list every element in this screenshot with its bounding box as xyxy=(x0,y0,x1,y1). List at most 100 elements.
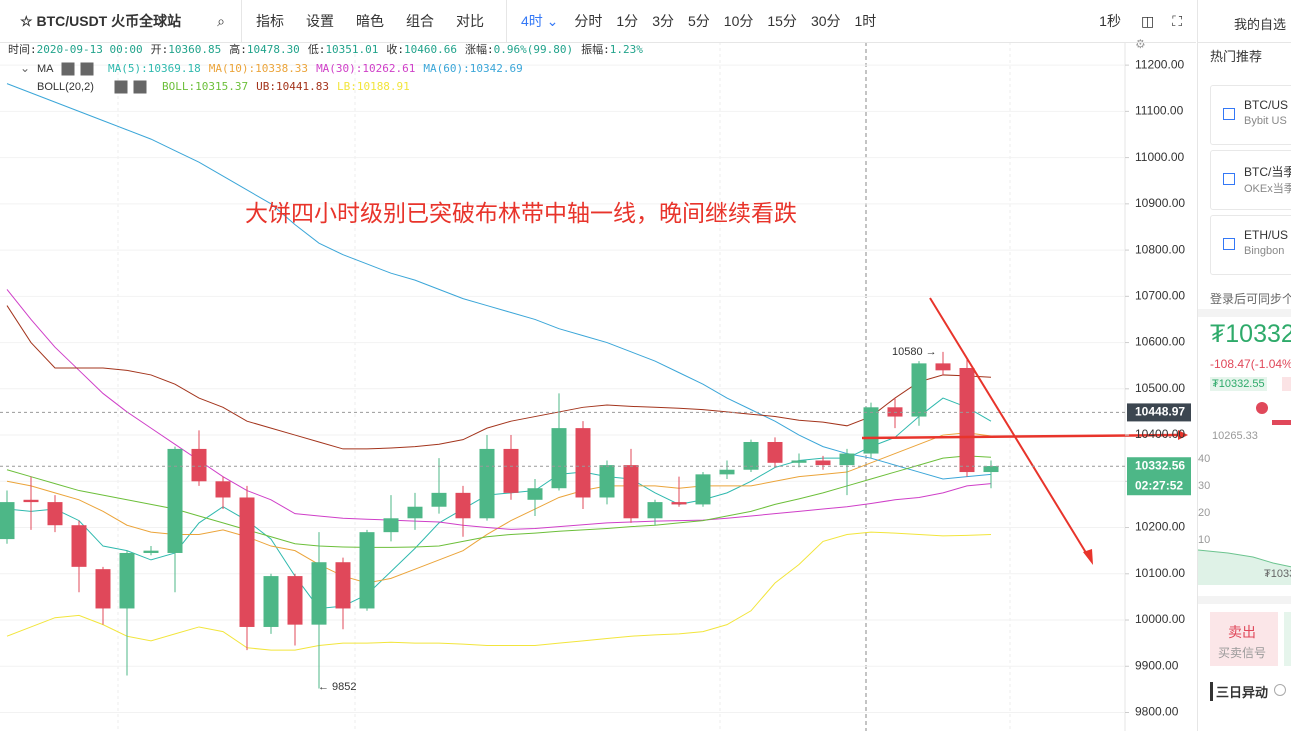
mini-tick: 10 xyxy=(1198,534,1211,546)
candle-body xyxy=(623,465,639,519)
info-value: 10360.85 xyxy=(168,43,221,56)
period[interactable]: 30分 xyxy=(810,13,841,29)
divider xyxy=(1198,596,1291,604)
mini-tick: 30 xyxy=(1198,480,1211,492)
indicator-line xyxy=(6,289,992,530)
indicator-line xyxy=(6,83,992,480)
info-value: 0.96%(99.80) xyxy=(494,43,573,56)
min-label: ← 9852 xyxy=(318,681,357,693)
y-tick-label: 10900.00 xyxy=(1135,196,1185,210)
divider xyxy=(1198,42,1291,43)
period[interactable]: 1时 xyxy=(854,13,877,29)
legend-icons xyxy=(61,62,147,94)
info-value: 10460.66 xyxy=(404,43,457,56)
period[interactable]: 分时 xyxy=(574,13,603,29)
toolbar: ☆ BTC/USDT 火币全球站 ⌕ 指标 设置 暗色 组合 对比 4时 ⌄ 分时 1分 3… xyxy=(0,0,1196,43)
card-source: OKEx当季 xyxy=(1244,183,1291,195)
mini-line xyxy=(1198,549,1291,568)
candle-body xyxy=(191,448,207,482)
camera-icon[interactable]: ◫ xyxy=(1140,12,1155,29)
price-tag xyxy=(1127,457,1191,496)
section-title: 三日异动 xyxy=(1210,682,1268,701)
v-grid xyxy=(117,42,1011,731)
help-icon[interactable] xyxy=(1274,684,1286,696)
mini-tick: 40 xyxy=(1198,453,1211,465)
card-name: ETH/US xyxy=(1244,228,1289,242)
drawn-arrowhead xyxy=(1178,430,1188,440)
y-tick-label: 10700.00 xyxy=(1135,289,1185,303)
watch-card[interactable]: ETH/US Bingbon xyxy=(1210,215,1291,275)
period[interactable]: 10分 xyxy=(723,13,754,29)
period[interactable]: 3分 xyxy=(652,13,674,29)
checkbox xyxy=(1223,108,1235,120)
y-tick-label: 10500.00 xyxy=(1135,381,1185,395)
candle-body xyxy=(887,407,903,417)
period[interactable]: 5分 xyxy=(687,13,710,29)
drawn-arrowhead xyxy=(1083,549,1093,565)
info-label: 开: xyxy=(151,43,169,56)
candle-body xyxy=(815,460,831,466)
symbol[interactable]: ☆ BTC/USDT 火币全球站 xyxy=(20,13,182,29)
tool[interactable]: 对比 xyxy=(455,13,484,29)
watch-card[interactable]: BTC/当季 OKEx当季 xyxy=(1210,150,1291,210)
candle-body xyxy=(767,441,783,463)
tool[interactable]: 指标 xyxy=(255,13,284,29)
candle-body xyxy=(23,499,39,503)
candle-body xyxy=(0,502,15,540)
candle-body xyxy=(119,552,135,609)
symbol-text: BTC/USDT 火币全球站 xyxy=(36,13,182,29)
info-value: 1.23% xyxy=(610,43,643,56)
price-tag-label: 10448.97 xyxy=(1135,405,1185,419)
candle-body xyxy=(215,481,231,498)
card-name: BTC/当季 xyxy=(1244,165,1291,179)
info-label: 低: xyxy=(308,43,326,56)
y-tick-label: 10800.00 xyxy=(1135,242,1185,256)
checkbox xyxy=(1223,173,1235,185)
candle-body xyxy=(239,497,255,627)
card-source: Bingbon xyxy=(1244,245,1285,257)
candle-body xyxy=(719,469,735,475)
candle-body xyxy=(95,569,111,609)
candle-body xyxy=(791,460,807,463)
y-tick-label: 9800.00 xyxy=(1135,705,1179,719)
watch-card[interactable]: BTC/US Bybit US xyxy=(1210,85,1291,145)
tool[interactable]: 组合 xyxy=(405,13,434,29)
periods: 分时 1分 3分 5分 10分 15分 30分 1时 xyxy=(574,11,890,31)
mini-tick: 20 xyxy=(1198,507,1211,519)
candle-body xyxy=(911,363,927,417)
candle-body xyxy=(503,448,519,493)
fullscreen-icon[interactable]: ⛶ xyxy=(1172,12,1182,29)
legend-entry: MA(10):10338.33 xyxy=(209,62,308,75)
info-value: 10478.30 xyxy=(247,43,300,56)
info-label: 振幅: xyxy=(581,42,610,56)
card-name: BTC/US xyxy=(1244,98,1289,112)
seconds[interactable]: 1秒 xyxy=(1099,13,1121,29)
candle-body xyxy=(167,448,183,553)
y-tick-label: 10300.00 xyxy=(1135,473,1185,487)
active-period[interactable]: 4时 ⌄ xyxy=(520,13,559,29)
price-tag-label: 10332.56 xyxy=(1135,458,1185,472)
signal: 买卖信号 xyxy=(1218,646,1267,660)
price-small: ₮10332.55 xyxy=(1210,377,1267,391)
price: ₮10332 xyxy=(1210,320,1291,348)
search-icon[interactable]: ⌕ xyxy=(217,12,225,29)
boll-legend: BOLL:10315.37 UB:10441.83 LB:10188.91 xyxy=(162,80,410,93)
period[interactable]: 15分 xyxy=(767,13,797,29)
sell-box[interactable] xyxy=(1210,612,1278,666)
tools: 指标 设置 暗色 组合 对比 xyxy=(256,11,506,31)
buy-box[interactable] xyxy=(1284,612,1291,666)
tool[interactable]: 暗色 xyxy=(355,13,384,29)
candle-body xyxy=(959,368,975,473)
candle-body xyxy=(551,428,567,489)
separator xyxy=(505,0,507,42)
divider xyxy=(1198,309,1291,317)
hot-title: 热门推荐 xyxy=(1210,49,1263,64)
watchlist-title[interactable]: 我的自选 xyxy=(1234,17,1287,32)
tool[interactable]: 设置 xyxy=(305,13,334,29)
period[interactable]: 1分 xyxy=(616,13,639,29)
login-hint: 登录后可同步个 xyxy=(1210,292,1291,306)
legend-entry: UB:10441.83 xyxy=(256,80,329,93)
candle-body xyxy=(359,532,375,609)
candle-body xyxy=(527,488,543,500)
candle-body xyxy=(143,550,159,553)
